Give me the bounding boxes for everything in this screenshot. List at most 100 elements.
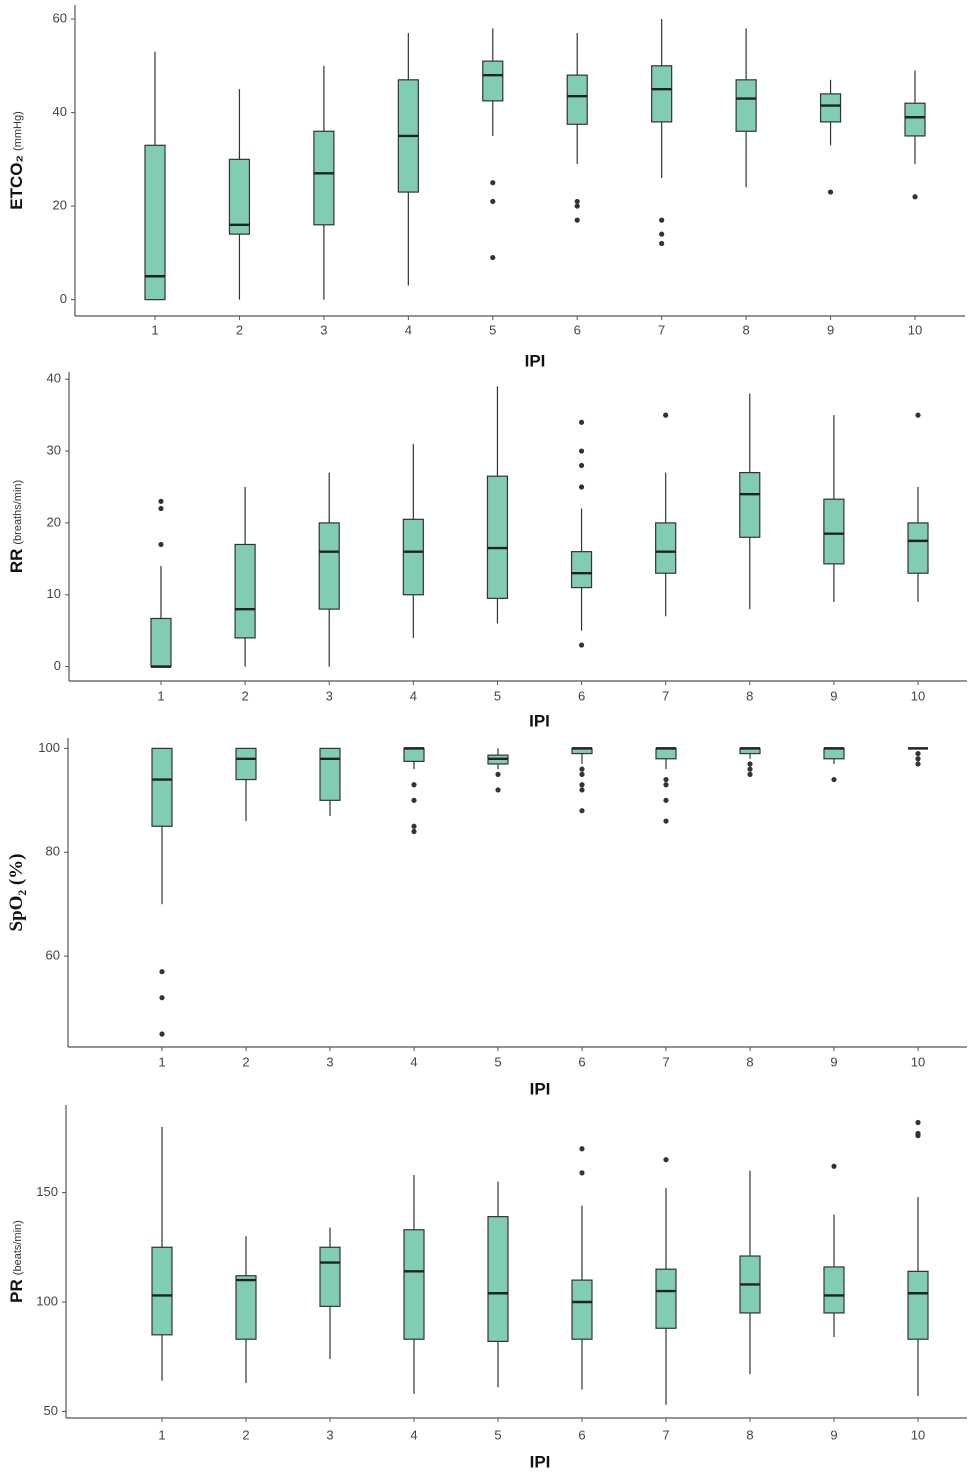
outlier	[574, 198, 580, 205]
outlier	[159, 1031, 165, 1037]
x-tick-label: 2	[241, 688, 248, 703]
y-tick-label: 20	[47, 514, 61, 529]
outlier	[831, 776, 837, 783]
y-tick-label: 20	[53, 198, 67, 213]
x-tick-label: 6	[578, 1427, 585, 1442]
x-tick-label: 2	[236, 322, 243, 337]
y-tick-label: 50	[44, 1403, 58, 1418]
outlier	[578, 448, 585, 454]
x-tick-label: 5	[494, 1054, 501, 1069]
y-axis-title-main: PR	[7, 1279, 26, 1303]
x-tick-label: 6	[574, 322, 581, 337]
panel: 0 20 40 60 1 2 3 4 5 6 7 8 9 10 IPI ETCO₂ (mmHg)	[7, 5, 965, 370]
x-tick-label: 8	[742, 322, 749, 337]
y-tick-label: 60	[46, 948, 60, 963]
outlier	[663, 818, 669, 824]
outlier	[915, 412, 921, 418]
x-tick-label: 2	[242, 1054, 249, 1069]
outlier	[747, 766, 753, 772]
x-tick-label: 6	[578, 688, 585, 703]
box	[486, 475, 509, 599]
outlier	[159, 995, 165, 1001]
y-tick-label: 60	[53, 10, 67, 25]
x-axis-title: IPI	[530, 1452, 551, 1471]
outlier	[827, 189, 834, 195]
x-tick-label: 10	[911, 688, 925, 703]
y-tick-label: 10	[47, 586, 61, 601]
outlier	[663, 776, 669, 783]
x-tick-label: 7	[658, 322, 665, 337]
x-tick-label: 6	[578, 1054, 585, 1069]
x-axis-title: IPI	[530, 1079, 551, 1098]
outlier	[158, 505, 164, 512]
box	[819, 93, 842, 123]
box	[823, 747, 845, 760]
box	[566, 74, 588, 125]
outlier	[663, 782, 669, 788]
x-tick-label: 10	[911, 1427, 925, 1442]
outlier	[578, 642, 585, 648]
outlier	[663, 797, 669, 803]
outlier	[158, 541, 164, 548]
box	[907, 1270, 929, 1340]
x-tick-label: 3	[326, 1427, 333, 1442]
outlier	[495, 771, 501, 777]
x-tick-label: 5	[494, 688, 501, 703]
outlier	[912, 194, 918, 200]
outlier	[579, 787, 585, 793]
x-tick-label: 1	[158, 1427, 165, 1442]
box	[735, 79, 757, 132]
x-tick-label: 9	[830, 1054, 837, 1069]
x-tick-label: 9	[830, 688, 837, 703]
y-tick-label: 80	[46, 844, 60, 859]
y-axis-title-main: ETCO₂	[7, 155, 26, 210]
outlier	[579, 766, 585, 772]
box	[234, 543, 256, 639]
box	[313, 130, 335, 226]
box	[571, 1279, 593, 1340]
box	[151, 747, 173, 827]
outlier	[831, 1163, 837, 1169]
box	[403, 747, 425, 762]
panel: 60 80 100 1 2 3 4 5 6 7 8 9 10 IPI SpO₂ (%)	[6, 738, 967, 1098]
x-tick-label: 2	[242, 1427, 249, 1442]
x-axis-title: IPI	[529, 711, 550, 730]
box	[482, 60, 504, 102]
x-tick-label: 8	[746, 688, 753, 703]
x-tick-label: 7	[662, 1427, 669, 1442]
x-axis-title: IPI	[525, 351, 546, 370]
y-axis-title: RR (breaths/min)	[7, 480, 26, 573]
box	[823, 498, 845, 565]
outlier	[578, 419, 585, 425]
y-axis-title: SpO₂ (%)	[6, 853, 27, 931]
y-tick-label: 100	[38, 740, 60, 755]
box	[823, 1266, 845, 1314]
outlier	[915, 756, 921, 762]
outlier	[490, 254, 496, 261]
x-tick-label: 4	[405, 322, 412, 337]
outlier	[747, 771, 753, 777]
outlier	[915, 1130, 921, 1137]
box	[235, 1275, 257, 1340]
y-tick-label: 40	[47, 371, 61, 386]
outlier	[578, 462, 585, 469]
box	[319, 1246, 341, 1307]
box	[739, 472, 761, 538]
x-tick-label: 3	[320, 322, 327, 337]
panel: 0 10 20 30 40 1 2 3 4 5 6 7 8 9 10 IPI RR (breaths/min)	[7, 371, 967, 730]
x-tick-label: 10	[908, 322, 922, 337]
box	[228, 158, 251, 235]
outlier	[411, 782, 417, 788]
outlier	[659, 231, 665, 237]
outlier	[915, 1119, 921, 1126]
box	[403, 1229, 425, 1340]
box	[487, 1216, 509, 1342]
x-tick-label: 7	[662, 688, 669, 703]
y-axis-title: ETCO₂ (mmHg)	[7, 111, 26, 210]
y-tick-label: 0	[60, 291, 67, 306]
x-tick-label: 1	[151, 322, 158, 337]
outlier	[915, 761, 921, 767]
outlier	[411, 828, 417, 835]
outlier	[659, 240, 665, 247]
